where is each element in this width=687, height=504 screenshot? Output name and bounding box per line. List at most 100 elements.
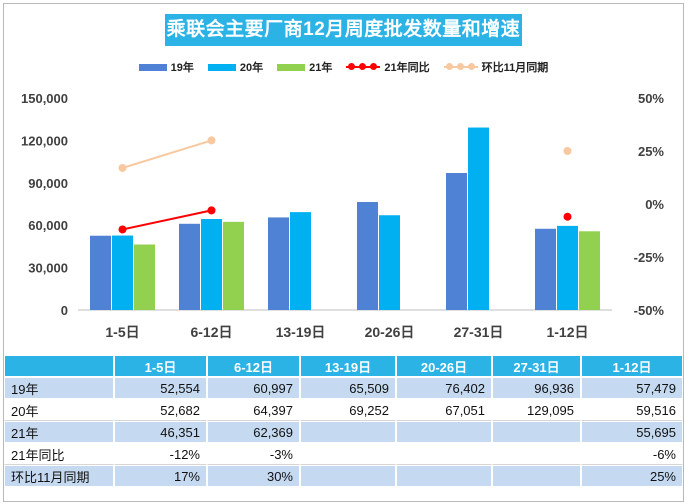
legend-swatch-21 [277, 63, 306, 71]
row-label: 21年同比 [4, 443, 114, 465]
table-cell [396, 421, 492, 443]
table-row-yoy: 21年同比 -12% -3% -6% [4, 443, 683, 465]
table-cell: 96,936 [492, 377, 581, 399]
table-cell [300, 465, 396, 487]
legend-item-yoy: 21年同比 [346, 58, 430, 76]
table-row-mom: 环比11月同期 17% 30% 25% [4, 465, 683, 487]
table-cell: 59,516 [581, 399, 683, 421]
bar-19年-27-31日 [446, 172, 467, 310]
table-cell: 76,402 [396, 377, 492, 399]
table-row-20: 20年 52,682 64,397 69,252 67,051 129,095 … [4, 399, 683, 421]
table-header-row: 1-5日 6-12日 13-19日 20-26日 27-31日 1-12日 [4, 355, 683, 377]
legend-swatch-mom [443, 62, 478, 72]
right-axis-tick-label: -50% [634, 303, 665, 318]
table-cell: 55,695 [581, 421, 683, 443]
table-cell: 129,095 [492, 399, 581, 421]
table-cell [300, 421, 396, 443]
legend-label-19: 19年 [170, 62, 194, 74]
legend-item-21: 21年 [277, 58, 332, 76]
table-cell [396, 443, 492, 465]
chart-legend: 19年 20年 21年 21年同比 环比11月同期 [0, 58, 687, 76]
x-axis-category-label: 6-12日 [190, 324, 232, 340]
row-label: 环比11月同期 [4, 465, 114, 487]
right-axis-tick-label: 50% [638, 91, 664, 106]
left-axis-tick-label: 90,000 [28, 176, 68, 191]
line-segment-21年同比 [122, 209, 212, 231]
bar-20年-6-12日 [201, 218, 222, 310]
table-cell: 52,682 [114, 399, 207, 421]
table-cell: 52,554 [114, 377, 207, 399]
right-axis-tick-label: -25% [634, 250, 665, 265]
table-header-cell: 20-26日 [396, 355, 492, 377]
table-cell: 62,369 [207, 421, 300, 443]
table-cell [492, 421, 581, 443]
legend-swatch-20 [207, 63, 236, 71]
left-axis-tick-label: 150,000 [21, 91, 68, 106]
table-cell [300, 443, 396, 465]
row-label: 21年 [4, 421, 114, 443]
left-axis-tick-label: 120,000 [21, 133, 68, 148]
legend-swatch-19 [138, 63, 167, 71]
table-cell: 57,479 [581, 377, 683, 399]
legend-item-19: 19年 [138, 58, 194, 76]
point-环比11月同期-1-5日 [118, 163, 127, 172]
table-cell: 67,051 [396, 399, 492, 421]
legend-label-20: 20年 [239, 62, 264, 74]
table-header-cell: 13-19日 [300, 355, 396, 377]
x-axis-category-label: 1-12日 [546, 324, 588, 340]
table-cell: -12% [114, 443, 207, 465]
chart-title: 乘联会主要厂商12月周度批发数量和增速 [165, 14, 522, 46]
bar-19年-20-26日 [357, 202, 378, 310]
bar-21年-6-12日 [223, 221, 244, 310]
table-cell [492, 465, 581, 487]
x-axis-category-label: 13-19日 [276, 324, 326, 340]
left-axis-tick-label: 30,000 [28, 261, 68, 276]
legend-label-21: 21年 [309, 62, 333, 74]
x-axis-category-label: 20-26日 [365, 324, 415, 340]
table-cell [492, 443, 581, 465]
bar-20年-27-31日 [468, 127, 489, 310]
table-header-cell: 1-5日 [114, 355, 207, 377]
bar-19年-1-12日 [535, 228, 556, 310]
right-axis-tick-label: 0% [645, 197, 664, 212]
table-header-cell [4, 355, 114, 377]
bar-20年-13-19日 [290, 212, 311, 310]
table-header-cell: 1-12日 [581, 355, 683, 377]
bar-20年-20-26日 [379, 215, 400, 310]
bar-20年-1-12日 [557, 225, 578, 310]
table-cell: -3% [207, 443, 300, 465]
chart-plot: 0 30,000 60,000 90,000 120,000 150,000 -50% -25… [21, 91, 665, 340]
point-21年同比-1-12日 [563, 212, 572, 221]
line-segment-环比11月同期 [122, 139, 212, 169]
table-cell: 30% [207, 465, 300, 487]
table-cell: 46,351 [114, 421, 207, 443]
left-axis-tick-label: 0 [61, 303, 68, 318]
bar-21年-1-5日 [134, 244, 155, 310]
point-21年同比-1-5日 [118, 225, 127, 234]
bar-19年-6-12日 [179, 223, 200, 310]
row-label: 19年 [4, 377, 114, 399]
legend-item-mom: 环比11月同期 [443, 58, 549, 76]
legend-label-yoy: 21年同比 [384, 62, 430, 74]
table-cell: 64,397 [207, 399, 300, 421]
bar-19年-1-5日 [90, 235, 111, 310]
point-环比11月同期-6-12日 [207, 136, 216, 145]
row-label: 20年 [4, 399, 114, 421]
right-axis-tick-label: 25% [638, 144, 664, 159]
point-环比11月同期-1-12日 [563, 147, 572, 155]
table-cell: -6% [581, 443, 683, 465]
legend-item-20: 20年 [207, 58, 264, 76]
table-cell: 60,997 [207, 377, 300, 399]
table-cell: 65,509 [300, 377, 396, 399]
bar-20年-1-5日 [112, 235, 133, 310]
left-axis-tick-label: 60,000 [28, 218, 68, 233]
bar-21年-1-12日 [579, 231, 600, 310]
table-header-cell: 27-31日 [492, 355, 581, 377]
legend-label-mom: 环比11月同期 [481, 62, 549, 74]
table-cell: 69,252 [300, 399, 396, 421]
data-table: 1-5日 6-12日 13-19日 20-26日 27-31日 1-12日 19… [4, 355, 683, 487]
x-axis-category-label: 1-5日 [105, 324, 139, 340]
table-cell: 17% [114, 465, 207, 487]
table-header-cell: 6-12日 [207, 355, 300, 377]
bar-19年-13-19日 [268, 217, 289, 310]
